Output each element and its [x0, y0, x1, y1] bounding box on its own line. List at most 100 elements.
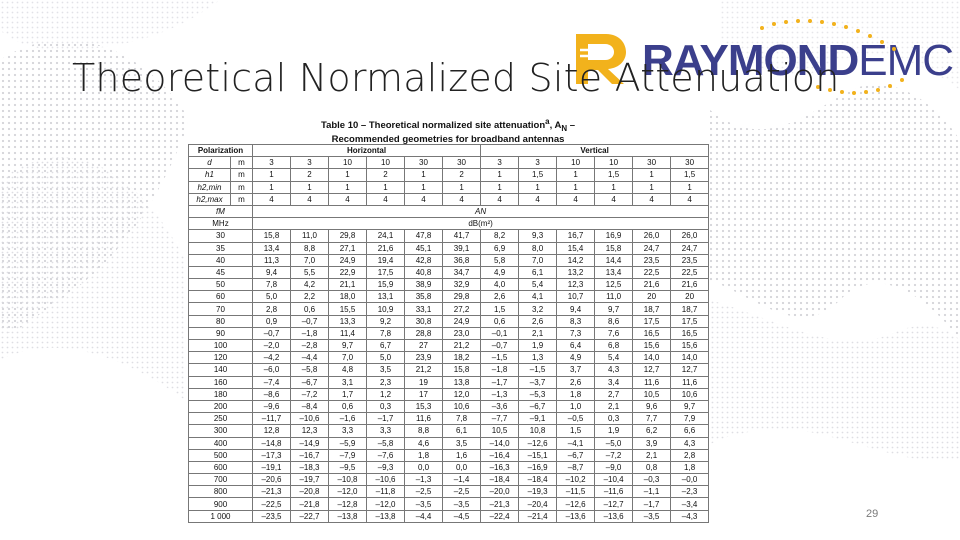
- attenuation-cell: –15,1: [518, 448, 558, 462]
- geometry-row: d m 3 3 10 10 30 30 3 3 10 10 30 30: [188, 156, 710, 170]
- table-row: 180 –8,6 –7,2 1,7 1,2 17 12,0 –1,3 –5,3 1,8 2,7 10,…: [188, 387, 710, 401]
- attenuation-cell: –7,2: [290, 387, 329, 401]
- geometry-rows: d m 3 3 10 10 30 30 3 3 10 10 30 30 h1 m 1 2 1 2 1 2 1 1,5 1 1,5 1…: [188, 156, 710, 206]
- attenuation-cell: –22,7: [290, 509, 329, 523]
- attenuation-cell: 24,7: [632, 241, 672, 255]
- attenuation-cell: –11,5: [556, 485, 596, 499]
- attenuation-cell: 11,0: [594, 290, 634, 304]
- attenuation-cell: –7,2: [594, 448, 634, 462]
- attenuation-cell: 1,9: [594, 424, 634, 438]
- attenuation-cell: 0,3: [366, 399, 405, 414]
- attenuation-cell: 9,7: [594, 302, 634, 316]
- table-row: 90 –0,7 –1,8 11,4 7,8 28,8 23,0 –0,1 2,1 7,3 7,6 16…: [188, 326, 710, 341]
- attenuation-cell: 18,2: [441, 351, 482, 365]
- attenuation-cell: –4,1: [556, 436, 596, 450]
- attenuation-cell: –7,6: [366, 448, 405, 462]
- geometry-cell: 4: [404, 192, 443, 206]
- attenuation-cell: –3,5: [441, 497, 482, 511]
- attenuation-cell: –23,5: [252, 509, 291, 523]
- geometry-cell: 3: [290, 156, 329, 170]
- attenuation-cell: 5,5: [290, 265, 329, 280]
- attenuation-cell: –5,8: [290, 363, 329, 377]
- attenuation-cell: 16,9: [594, 229, 634, 243]
- slide-title: Theoretical Normalized Site Attenuation: [72, 56, 840, 100]
- horizontal-header: Horizontal: [251, 143, 482, 158]
- header-row-polarization: Polarization Horizontal Vertical: [188, 143, 710, 158]
- attenuation-cell: 17,5: [632, 314, 672, 328]
- attenuation-cell: 1,5: [480, 302, 520, 316]
- frequency-cell: 140: [188, 363, 253, 377]
- attenuation-cell: 12,3: [290, 424, 329, 438]
- freq-unit: MHz: [188, 217, 253, 231]
- attenuation-cell: 12,5: [594, 278, 634, 292]
- attenuation-cell: 11,6: [632, 375, 672, 389]
- attenuation-cell: –21,4: [518, 509, 558, 523]
- attenuation-cell: –10,4: [594, 473, 634, 487]
- attenuation-cell: –1,1: [632, 485, 672, 499]
- geometry-cell: 4: [480, 192, 520, 206]
- attenuation-cell: 21,6: [366, 241, 405, 255]
- attenuation-cell: 35,8: [404, 290, 443, 304]
- geometry-cell: 10: [366, 156, 405, 170]
- attenuation-cell: 21,6: [632, 278, 672, 292]
- attenuation-cell: –6,7: [518, 399, 558, 414]
- frequency-cell: 35: [188, 241, 253, 255]
- attenuation-cell: –10,8: [328, 473, 367, 487]
- geometry-cell: 10: [556, 156, 596, 170]
- attenuation-cell: 14,4: [594, 253, 634, 267]
- attenuation-cell: –5,9: [328, 436, 367, 450]
- attenuation-cell: 4,1: [518, 290, 558, 304]
- unit-row: MHz dB(m²): [188, 217, 710, 231]
- attenuation-cell: 2,2: [290, 290, 329, 304]
- attenuation-cell: –21,3: [480, 497, 520, 511]
- attenuation-cell: 3,2: [518, 302, 558, 316]
- attenuation-cell: 9,7: [670, 399, 710, 414]
- attenuation-cell: –3,6: [480, 399, 520, 414]
- attenuation-cell: 1,0: [556, 399, 596, 414]
- attenuation-cell: –16,4: [480, 448, 520, 462]
- attenuation-cell: 0,6: [328, 399, 367, 414]
- table-row: 60 5,0 2,2 18,0 13,1 35,8 29,8 2,6 4,1 10,7 11,0 20…: [188, 290, 710, 304]
- table-row: 250 –11,7 –10,6 –1,6 –1,7 11,6 7,8 –7,7 –9,1 –0,5…: [188, 412, 710, 426]
- attenuation-cell: 38,9: [404, 278, 443, 292]
- attenuation-cell: –2,3: [670, 485, 710, 499]
- frequency-cell: 200: [188, 399, 253, 414]
- geometry-cell: 1: [632, 180, 672, 194]
- table-row: 800 –21,3 –20,8 –12,0 –11,8 –2,5 –2,5 –20,0 –19,…: [188, 485, 710, 499]
- attenuation-cell: 5,0: [366, 351, 405, 365]
- attenuation-cell: 4,2: [290, 278, 329, 292]
- geometry-cell: 2: [366, 168, 405, 182]
- geometry-cell: 3: [252, 156, 291, 170]
- attenuation-cell: –12,0: [366, 497, 405, 511]
- geometry-cell: 1,5: [670, 168, 710, 182]
- attenuation-cell: 0,0: [404, 460, 443, 475]
- attenuation-cell: 23,9: [404, 351, 443, 365]
- geometry-cell: 1: [556, 180, 596, 194]
- frequency-cell: 900: [188, 497, 253, 511]
- attenuation-cell: 15,5: [328, 302, 367, 316]
- attenuation-cell: 16,5: [670, 326, 710, 341]
- geometry-cell: 1: [670, 180, 710, 194]
- attenuation-cell: –20,4: [518, 497, 558, 511]
- attenuation-cell: 2,8: [252, 302, 291, 316]
- attenuation-cell: –5,8: [366, 436, 405, 450]
- attenuation-cell: 10,6: [441, 399, 482, 414]
- table-row: 700 –20,6 –19,7 –10,8 –10,6 –1,3 –1,4 –18,4 –18,…: [188, 473, 710, 487]
- attenuation-cell: –2,5: [404, 485, 443, 499]
- attenuation-cell: 40,8: [404, 265, 443, 280]
- attenuation-cell: 10,6: [670, 387, 710, 401]
- attenuation-cell: –14,9: [290, 436, 329, 450]
- geometry-cell: 1: [480, 180, 520, 194]
- geometry-cell: 30: [404, 156, 443, 170]
- attenuation-cell: 7,8: [366, 326, 405, 341]
- attenuation-cell: 23,5: [632, 253, 672, 267]
- geometry-unit: m: [230, 168, 253, 182]
- attenuation-rows: 30 15,8 11,0 29,8 24,1 47,8 41,7 8,2 9,3 16,7 16,9…: [188, 229, 710, 523]
- attenuation-cell: 14,0: [670, 351, 710, 365]
- attenuation-cell: 17,5: [670, 314, 710, 328]
- attenuation-cell: 10,5: [632, 387, 672, 401]
- attenuation-cell: –18,4: [518, 473, 558, 487]
- attenuation-cell: 21,1: [328, 278, 367, 292]
- attenuation-cell: 2,1: [518, 326, 558, 341]
